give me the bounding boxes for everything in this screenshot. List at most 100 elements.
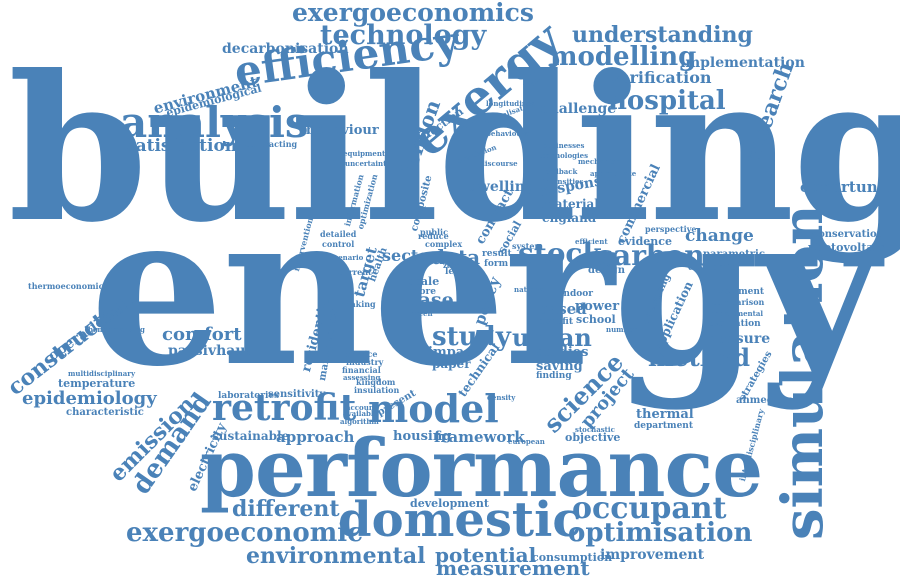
word-evaluation: evaluation [708,319,761,329]
word-investment: investment [708,287,765,297]
word-performance: performance [200,421,763,515]
word-national: national [514,285,547,294]
word-ahmedabad: ahmedabad [736,395,801,406]
word-finding: finding [536,371,572,381]
word-form: form [484,259,509,269]
word-sensitivity: sensitivity [268,389,326,400]
word-carbon: carbon [596,239,705,272]
word-businesses: businesses [542,141,585,150]
word-impact: impact [428,345,479,360]
word-intensities: intensities [542,177,584,186]
word-optimisation: optimisation [568,518,753,548]
word-analysis: analysis [120,98,309,147]
word-stochastic: stochastic [575,425,615,434]
word-evidence: evidence [618,235,672,248]
word-current: current [338,267,372,277]
word-benchmarking: benchmarking [88,325,145,334]
word-account: account [346,403,378,412]
word-european: european [508,437,545,446]
word-different: different [232,496,340,522]
word-comparison: comparison [712,297,765,307]
word-industry: industry [346,357,384,367]
word-studies: studies [536,345,589,360]
word-number: number [606,325,637,334]
word-mechanism: mechanism [578,157,623,166]
word-exergoeconomics: exergoeconomics [292,0,534,27]
word-contracting: contracting [245,139,298,149]
word-assessing: assessing [343,373,381,382]
word-verification: verification [610,68,712,87]
word-opportunities: opportunities [800,178,900,196]
word-complex: complex [425,239,463,249]
word-temperature: temperature [58,377,136,390]
word-paper: paper [432,357,471,371]
word-improvement: improvement [600,547,705,563]
word-based: based [538,300,587,318]
word-measure: measure [703,331,771,347]
word-uncertainty: uncertainty [345,159,391,168]
word-exergoeconomic: exergoeconomic [126,518,363,548]
word-understanding: understanding [572,22,753,48]
word-thermoeconomics: thermoeconomics [28,281,108,291]
word-implementation: implementation [680,55,805,71]
word-technologies: technologies [538,151,589,160]
word-economic: economic [688,263,737,273]
word-implication: implication [660,207,705,216]
word-design: design [588,265,626,276]
word-kingdom: kingdom [356,377,396,387]
word-detailed: detailed [320,229,357,239]
word-perspective: perspective [645,224,697,234]
word-model: model [368,386,499,431]
word-objective: objective [565,431,621,444]
word-passivhaus: passivhaus [168,343,254,359]
word-service: service [346,349,378,359]
word-power: power [575,299,620,314]
word-england: england [542,211,597,225]
word-parametric: parametric [703,249,765,260]
word-equipment: equipment [343,149,386,158]
word-efficient: efficient [575,237,608,246]
word-characteristic: characteristic [66,407,144,418]
word-energy: energy [90,166,879,413]
word-occupant: occupant [572,491,727,526]
word-method: method [648,343,750,372]
word-reduce: reduce [418,231,449,241]
word-saving: saving [536,359,583,374]
word-public: public [420,227,448,237]
word-behavioural: behavioural [486,129,533,138]
word-benefit: benefit [538,317,573,327]
word-development: development [410,497,490,510]
word-stock: stock [518,237,602,270]
word-satisfaction: satisfaction [126,136,238,156]
word-level: level [445,267,469,277]
word-algorithm: algorithm [340,417,379,426]
word-multidisciplinary: multidisciplinary [68,369,136,378]
word-green: green [410,309,433,318]
word-epidemiology: epidemiology [22,388,157,409]
word-challenge: challenge [540,101,617,117]
word-decarbonisation: decarbonisation [222,41,349,57]
word-sector: sector [382,246,438,265]
word-urban: urban [512,323,592,352]
word-conservation: conservation [812,229,884,240]
word-potential: potential [435,543,537,567]
word-study: study [432,322,511,352]
word-measurement: measurement [436,556,590,580]
word-case: case [407,289,454,311]
word-data: data [431,245,481,269]
word-hospital: hospital [608,86,726,116]
word-laboratories: laboratories [218,391,280,401]
word-result: result [482,249,512,259]
word-financial: financial [342,365,381,375]
word-consumption: consumption [532,551,613,564]
word-environmental: environmental [246,543,426,569]
word-making: making [342,299,376,309]
word-scenario: scenario [330,253,364,262]
word-control: control [322,239,355,249]
word-retrofit: retrofit [212,387,357,429]
word-dwelling: dwelling [468,179,535,195]
word-comfort: comfort [162,324,242,345]
word-sustainable: sustainable [212,429,290,443]
word-building: building [8,32,900,267]
